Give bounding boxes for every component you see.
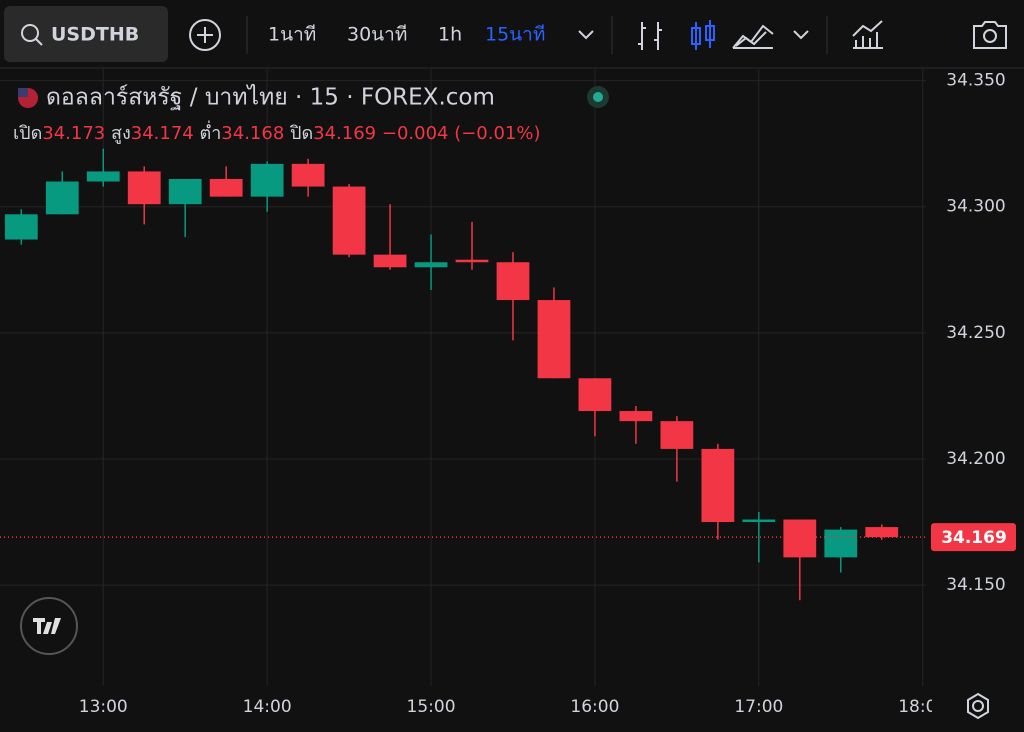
search-icon: [35, 38, 43, 46]
candle-body: [701, 448, 735, 523]
interval[interactable]: 15นาที: [485, 24, 545, 46]
legend-label: สูง: [111, 123, 131, 144]
y-tick-label: 34.150: [946, 575, 1005, 595]
interval[interactable]: 30นาที: [347, 24, 407, 46]
x-axis: 13:00 14:00 15:00 16:00 17:00 18:00: [79, 697, 947, 717]
legend-value: 34.173: [42, 123, 105, 144]
candle-body: [414, 262, 448, 268]
y-tick-label: 34.350: [946, 71, 1005, 91]
search-icon: [21, 24, 39, 42]
indicators-icon[interactable]: [852, 20, 883, 49]
candle-body: [660, 421, 694, 449]
add-symbol[interactable]: [189, 19, 221, 51]
legend-label: ต่ำ: [200, 120, 222, 144]
candle-body: [373, 254, 407, 268]
legend-value: 34.174: [131, 123, 194, 144]
legend-change: −0.004 (−0.01%): [382, 123, 541, 144]
x-tick-label: 16:00: [570, 697, 619, 717]
candle-body: [209, 178, 243, 197]
candle-body: [865, 527, 899, 538]
status-dot: [593, 92, 603, 102]
x-tick-label: 15:00: [407, 697, 456, 717]
x-tick-label: 18:00: [898, 697, 947, 717]
candle-body: [168, 178, 202, 205]
candle-body: [45, 181, 79, 215]
candle-body: [742, 519, 776, 523]
symbol[interactable]: USDTHB: [51, 24, 139, 46]
chart-title: ดอลลาร์สหรัฐ / บาทไทย · 15 · FOREX.com: [46, 84, 495, 111]
interval-dropdown[interactable]: [578, 30, 594, 40]
area-icon[interactable]: [732, 24, 774, 49]
x-tick-label: 17:00: [734, 697, 783, 717]
legend-label: เปิด: [13, 123, 42, 144]
candle-body: [824, 529, 858, 558]
legend-value: 34.168: [221, 123, 284, 144]
snapshot-icon[interactable]: [973, 21, 1007, 49]
x-tick-label: 13:00: [79, 697, 128, 717]
plot: [0, 148, 926, 601]
ohlc-legend: เปิด34.173 สูง34.174 ต่ำ34.168 ปิด34.169…: [13, 120, 541, 144]
price-label: 34.169: [941, 528, 1007, 548]
interval[interactable]: 1นาที: [268, 24, 316, 46]
intervals: 1นาที 30นาที 1h 15นาที: [268, 24, 545, 46]
candle-body: [250, 163, 284, 197]
x-tick-label: 14:00: [243, 697, 292, 717]
y-tick-label: 34.250: [946, 323, 1005, 343]
symbol-search[interactable]: [4, 6, 168, 62]
price-label-bg: [931, 523, 1016, 552]
snapshot-icon: [983, 29, 997, 43]
chart-type-dropdown[interactable]: [793, 30, 809, 40]
candle-body: [127, 171, 161, 205]
candle-body: [4, 214, 38, 240]
settings-icon: [967, 692, 989, 720]
settings-icon[interactable]: [972, 700, 984, 712]
grid: [0, 68, 926, 686]
bars-icon[interactable]: [638, 22, 662, 50]
candle-body: [619, 411, 653, 422]
candles-icon[interactable]: [691, 20, 715, 50]
y-tick-label: 34.300: [946, 197, 1005, 217]
legend-label: ปิด: [290, 123, 313, 144]
add-symbol-icon: [197, 27, 213, 43]
logo-mark: [33, 618, 61, 634]
legend-value: 34.169: [313, 123, 376, 144]
candle-body: [578, 378, 612, 412]
candle-body: [86, 171, 120, 182]
candle-body: [455, 259, 489, 263]
flag-icon: [18, 88, 28, 97]
candle-body: [332, 186, 366, 255]
interval[interactable]: 1h: [438, 24, 462, 46]
y-tick-label: 34.200: [946, 449, 1005, 469]
candle-body: [496, 262, 530, 301]
candle-body: [291, 163, 325, 187]
candle-body: [783, 519, 817, 558]
candle-body: [537, 300, 571, 379]
